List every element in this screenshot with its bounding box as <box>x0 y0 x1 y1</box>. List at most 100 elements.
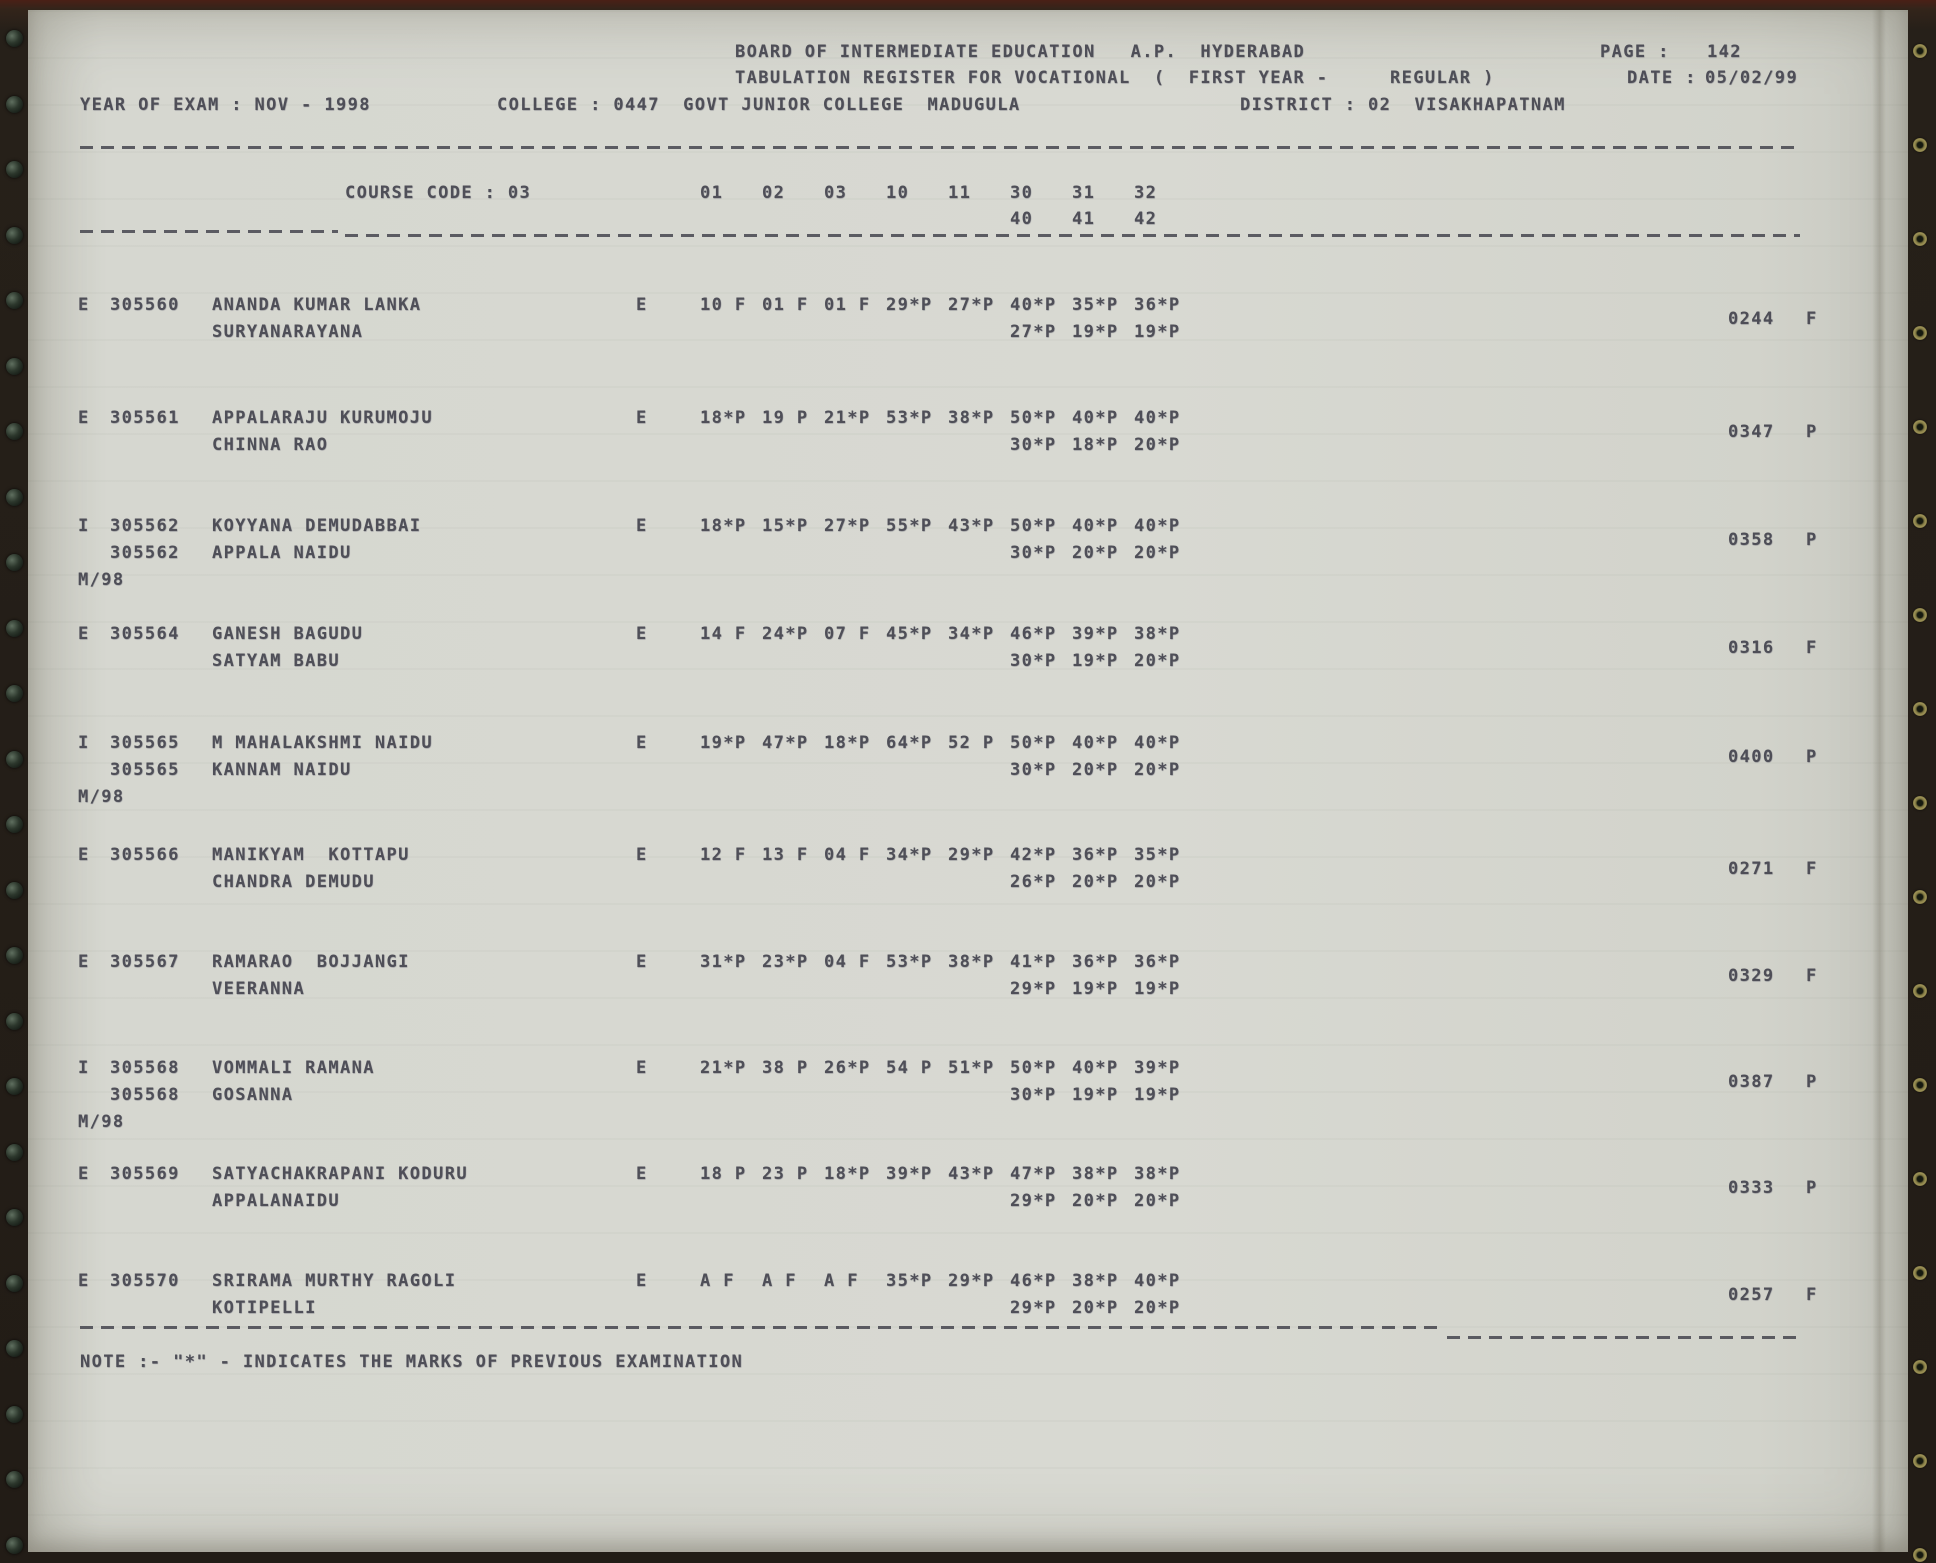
subject-marks: 40*P <box>1134 1271 1181 1291</box>
eyelet-icon <box>1913 1172 1927 1186</box>
page-number: 142 <box>1707 42 1742 62</box>
separator-line <box>80 1326 1443 1329</box>
subject-marks: 47*P <box>762 733 809 753</box>
subject-marks: 40*P <box>1072 1058 1119 1078</box>
subject-marks: 01 F <box>824 295 871 315</box>
eyelet-icon <box>1913 796 1927 810</box>
subject-marks: 40*P <box>1134 733 1181 753</box>
candidate-status: I <box>78 733 90 753</box>
result-flag: P <box>1806 1178 1818 1198</box>
total-marks: 0387 <box>1728 1072 1775 1092</box>
subject-marks: 20*P <box>1072 1298 1119 1318</box>
subject-marks: 29*P <box>948 845 995 865</box>
binding-hole-icon <box>6 1406 23 1423</box>
candidate-reg-no: 305567 <box>110 952 180 972</box>
subject-marks: 35*P <box>1072 295 1119 315</box>
subject-marks: 18*P <box>824 733 871 753</box>
subject-marks: 26*P <box>824 1058 871 1078</box>
medium-code: E <box>636 845 648 865</box>
binding-hole-icon <box>6 1209 23 1226</box>
subject-marks: 20*P <box>1134 435 1181 455</box>
eyelet-icon <box>1913 326 1927 340</box>
candidate-parent-name: SATYAM BABU <box>212 651 340 671</box>
separator-line <box>80 230 338 233</box>
eyelet-icon <box>1913 420 1927 434</box>
candidate-name: M MAHALAKSHMI NAIDU <box>212 733 434 753</box>
subject-marks: 36*P <box>1134 952 1181 972</box>
binding-hole-icon <box>6 554 23 571</box>
subject-marks: 04 F <box>824 952 871 972</box>
subject-marks: 10 F <box>700 295 747 315</box>
subject-marks: 51*P <box>948 1058 995 1078</box>
binding-hole-icon <box>6 1144 23 1161</box>
candidate-name: RAMARAO BOJJANGI <box>212 952 410 972</box>
subject-marks: 31*P <box>700 952 747 972</box>
candidate-reg-no: 305562 <box>110 516 180 536</box>
course-column-header: 02 <box>762 183 786 203</box>
subject-marks: 42*P <box>1010 845 1057 865</box>
subject-marks: 15*P <box>762 516 809 536</box>
subject-marks: 36*P <box>1072 952 1119 972</box>
subject-marks: 50*P <box>1010 408 1057 428</box>
separator-line <box>345 234 1800 237</box>
subject-marks: 54 P <box>886 1058 933 1078</box>
subject-marks: 20*P <box>1134 760 1181 780</box>
subject-marks: 46*P <box>1010 624 1057 644</box>
candidate-name: VOMMALI RAMANA <box>212 1058 375 1078</box>
register-regular: REGULAR ) <box>1390 68 1495 88</box>
candidate-name: GANESH BAGUDU <box>212 624 364 644</box>
subject-marks: 38*P <box>1134 1164 1181 1184</box>
medium-code: E <box>636 408 648 428</box>
subject-marks: 14 F <box>700 624 747 644</box>
subject-marks: 41*P <box>1010 952 1057 972</box>
eyelet-icon <box>1913 890 1927 904</box>
subject-marks: 47*P <box>1010 1164 1057 1184</box>
candidate-status: E <box>78 845 90 865</box>
board-title: BOARD OF INTERMEDIATE EDUCATION A.P. HYD… <box>735 42 1306 62</box>
binding-hole-icon <box>6 30 23 47</box>
subject-marks: 19*P <box>1072 651 1119 671</box>
subject-marks: 30*P <box>1010 1085 1057 1105</box>
candidate-name: ANANDA KUMAR LANKA <box>212 295 422 315</box>
year-of-exam: YEAR OF EXAM : NOV - 1998 <box>80 95 371 115</box>
subject-marks: 19*P <box>1072 322 1119 342</box>
subject-marks: 39*P <box>1134 1058 1181 1078</box>
candidate-reg-no: 305561 <box>110 408 180 428</box>
course-column-header: 03 <box>824 183 848 203</box>
result-flag: P <box>1806 1072 1818 1092</box>
subject-marks: 36*P <box>1072 845 1119 865</box>
candidate-reg-no-previous: 305565 <box>110 760 180 780</box>
subject-marks: 18*P <box>1072 435 1119 455</box>
eyelet-icon <box>1913 1078 1927 1092</box>
subject-marks: 34*P <box>886 845 933 865</box>
subject-marks: 20*P <box>1072 872 1119 892</box>
total-marks: 0358 <box>1728 530 1775 550</box>
subject-marks: 38*P <box>1072 1164 1119 1184</box>
course-column-header: 01 <box>700 183 724 203</box>
subject-marks: 38*P <box>1134 624 1181 644</box>
subject-marks: 20*P <box>1072 1191 1119 1211</box>
subject-marks: 40*P <box>1134 516 1181 536</box>
subject-marks: 34*P <box>948 624 995 644</box>
binding-hole-icon <box>6 947 23 964</box>
previous-exam-session: M/98 <box>78 787 125 807</box>
subject-marks: 21*P <box>824 408 871 428</box>
binding-hole-icon <box>6 423 23 440</box>
subject-marks: 26*P <box>1010 872 1057 892</box>
eyelet-icon <box>1913 1266 1927 1280</box>
total-marks: 0347 <box>1728 422 1775 442</box>
footnote: NOTE :- "*" - INDICATES THE MARKS OF PRE… <box>80 1352 744 1372</box>
subject-marks: 19*P <box>1072 979 1119 999</box>
subject-marks: 29*P <box>886 295 933 315</box>
subject-marks: 18*P <box>824 1164 871 1184</box>
eyelet-icon <box>1913 44 1927 58</box>
candidate-reg-no: 305570 <box>110 1271 180 1291</box>
eyelet-icon <box>1913 984 1927 998</box>
subject-marks: 38 P <box>762 1058 809 1078</box>
subject-marks: 40*P <box>1072 516 1119 536</box>
medium-code: E <box>636 1164 648 1184</box>
candidate-parent-name: KOTIPELLI <box>212 1298 317 1318</box>
binding-hole-icon <box>6 96 23 113</box>
subject-marks: 19*P <box>1134 322 1181 342</box>
subject-marks: 12 F <box>700 845 747 865</box>
